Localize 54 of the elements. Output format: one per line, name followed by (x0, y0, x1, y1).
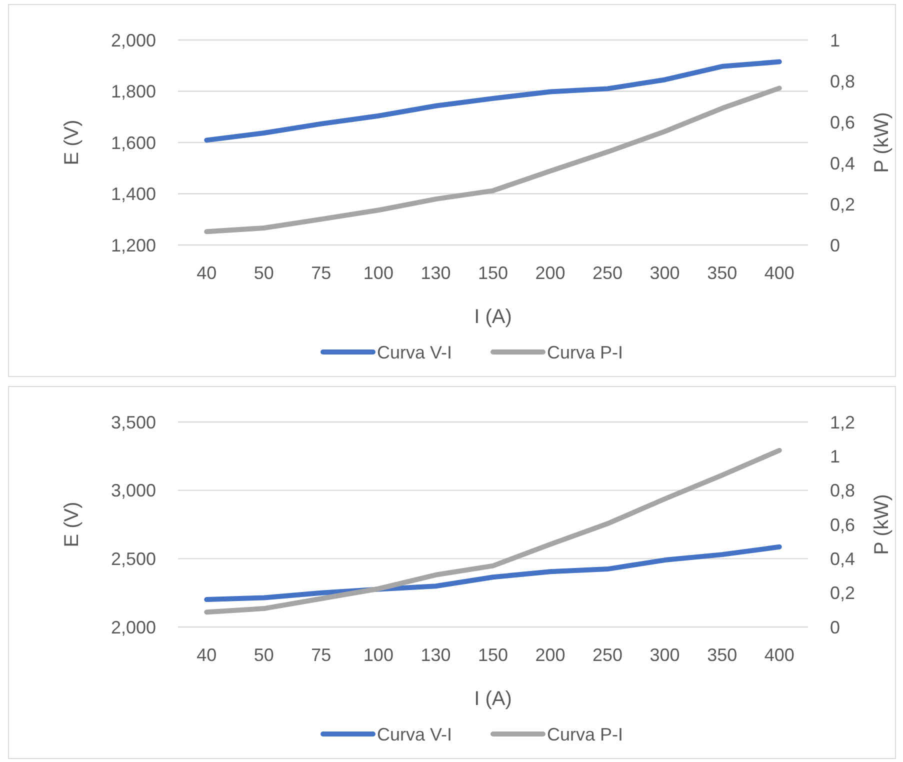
x-tick-label: 130 (420, 263, 451, 283)
x-tick-label: 150 (478, 263, 508, 283)
y2-tick-label: 1,2 (830, 412, 856, 432)
y-axis-title: E (V) (61, 502, 83, 548)
y-tick-label: 1,400 (110, 184, 156, 204)
x-tick-label: 50 (254, 645, 274, 665)
x-tick-label: 400 (764, 645, 794, 665)
x-tick-label: 200 (535, 645, 566, 665)
y2-tick-label: 0,8 (830, 71, 856, 92)
y2-tick-label: 0 (830, 617, 840, 638)
legend-label: Curva V-I (377, 342, 452, 362)
x-tick-label: 150 (478, 645, 508, 665)
x-tick-label: 100 (363, 645, 394, 665)
y-tick-label: 1,600 (110, 132, 156, 153)
x-axis-title: I (A) (474, 688, 512, 710)
y2-axis-title: P (kW) (871, 494, 893, 555)
x-tick-label: 100 (363, 263, 394, 283)
x-tick-label: 75 (311, 645, 332, 665)
x-tick-label: 350 (707, 645, 738, 665)
y2-tick-label: 0,2 (830, 194, 856, 214)
y-tick-label: 3,500 (110, 412, 156, 432)
y-tick-label: 1,800 (110, 82, 156, 102)
y2-tick-label: 0,6 (830, 514, 856, 535)
x-tick-label: 200 (535, 263, 566, 283)
y-axis-title: E (V) (61, 120, 83, 166)
y-tick-label: 2,000 (110, 30, 156, 50)
x-tick-label: 40 (196, 645, 217, 665)
x-tick-label: 40 (196, 263, 217, 283)
x-tick-label: 130 (420, 645, 451, 665)
legend-label: Curva P-I (547, 342, 624, 362)
x-tick-label: 250 (592, 645, 623, 665)
y2-tick-label: 0,6 (830, 112, 856, 132)
x-axis-title: I (A) (474, 306, 512, 328)
y2-tick-label: 0,8 (830, 480, 856, 501)
legend-label: Curva P-I (547, 724, 624, 744)
x-tick-label: 400 (764, 263, 794, 283)
y2-tick-label: 0,2 (830, 583, 856, 604)
y-tick-label: 3,000 (110, 480, 156, 501)
x-tick-label: 75 (311, 263, 332, 283)
y2-tick-label: 0,4 (830, 548, 856, 569)
y-tick-label: 2,500 (110, 548, 156, 569)
x-tick-label: 50 (254, 263, 274, 283)
x-tick-label: 250 (592, 263, 623, 283)
y2-tick-label: 0 (830, 235, 840, 256)
y2-tick-label: 0,4 (830, 153, 856, 174)
y-tick-label: 2,000 (110, 617, 156, 638)
x-tick-label: 350 (707, 263, 738, 283)
y2-axis-title: P (kW) (871, 112, 893, 173)
legend-label: Curva V-I (377, 724, 452, 744)
y-tick-label: 1,200 (110, 235, 156, 256)
y2-tick-label: 1 (830, 446, 840, 466)
x-tick-label: 300 (650, 645, 680, 665)
x-tick-label: 300 (650, 263, 680, 283)
y2-tick-label: 1 (830, 30, 840, 50)
